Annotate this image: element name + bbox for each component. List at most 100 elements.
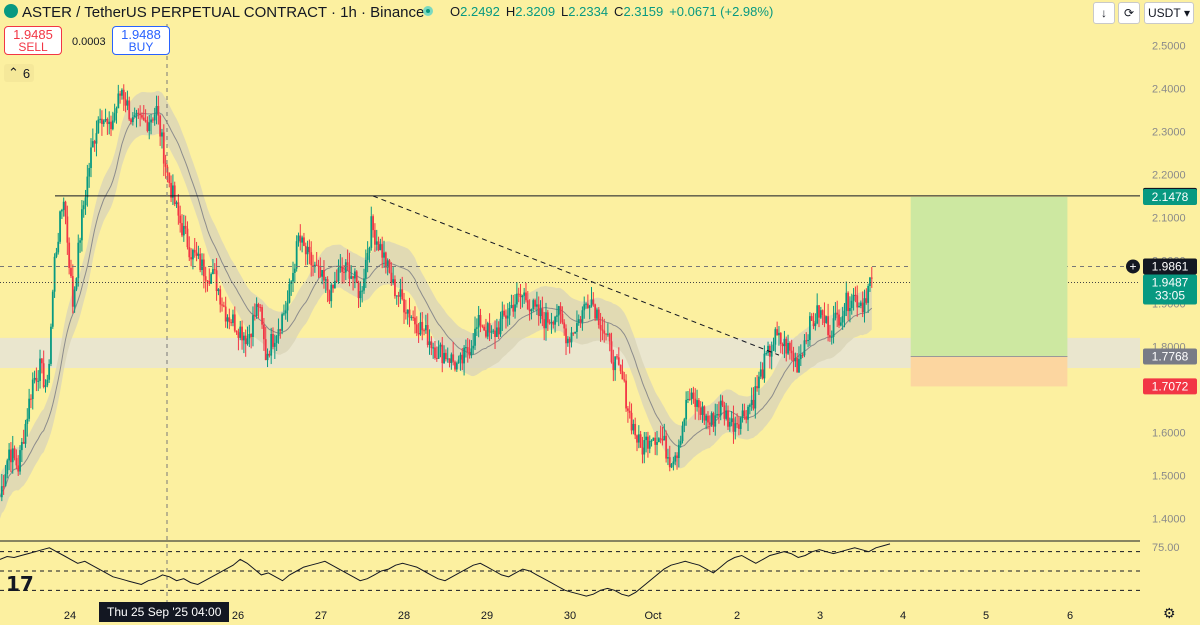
candle-body — [172, 185, 174, 198]
candle-body — [148, 122, 151, 131]
refresh-button[interactable]: ⟳ — [1118, 2, 1140, 24]
candle-body — [275, 336, 278, 343]
target-price-label: 2.1478 — [1152, 190, 1189, 204]
candle-body — [741, 410, 744, 418]
candle-body — [825, 316, 828, 323]
candle-body — [199, 253, 202, 270]
candle-body — [266, 353, 269, 361]
candle-body — [412, 317, 415, 319]
gear-icon[interactable]: ⚙ — [1163, 605, 1176, 621]
candle-body — [295, 241, 298, 269]
candle-body — [157, 106, 160, 116]
currency-selector[interactable]: USDT ▾ — [1144, 2, 1194, 24]
candle-body — [750, 399, 753, 406]
candle-body — [696, 400, 698, 407]
candle-body — [519, 293, 522, 298]
candle-body — [843, 310, 846, 317]
candle-body — [48, 363, 51, 380]
candle-body — [146, 121, 149, 131]
candle-body — [466, 347, 469, 352]
candle-body — [788, 343, 791, 351]
candle-body — [341, 266, 344, 272]
candle-body — [743, 410, 746, 417]
candle-body — [499, 319, 502, 335]
sell-button[interactable]: 1.9485 SELL — [4, 26, 62, 55]
candle-body — [421, 321, 424, 331]
candle-body — [66, 216, 69, 243]
candle-body — [177, 202, 180, 216]
candle-body — [721, 400, 724, 406]
candle-body — [150, 119, 152, 123]
candle-body — [834, 312, 837, 319]
candle-body — [809, 316, 811, 340]
candle-body — [62, 201, 65, 211]
candle-body — [352, 276, 354, 279]
candle-body — [577, 319, 580, 324]
download-button[interactable]: ↓ — [1093, 2, 1115, 24]
candle-body — [328, 290, 331, 302]
candle-body — [39, 358, 41, 381]
candle-body — [406, 309, 409, 314]
candle-body — [590, 299, 593, 306]
candle-body — [506, 315, 509, 319]
candle-body — [70, 267, 72, 277]
candle-body — [687, 398, 689, 400]
entry-price-label-bg — [1143, 348, 1197, 365]
candle-body — [337, 268, 340, 282]
candle-body — [676, 455, 678, 459]
candle-body — [732, 418, 735, 432]
candle-body — [758, 376, 760, 389]
candle-body — [206, 280, 209, 282]
candle-body — [450, 354, 453, 364]
candle-body — [812, 320, 815, 327]
candle-body — [283, 313, 285, 315]
candle-body — [668, 457, 671, 468]
candle-body — [515, 293, 518, 305]
candle-body — [170, 182, 172, 198]
candle-body — [585, 303, 587, 305]
candle-body — [192, 249, 194, 260]
symbol-title[interactable]: ASTER / TetherUS PERPETUAL CONTRACT · 1h… — [22, 3, 425, 21]
candle-body — [770, 350, 773, 357]
candle-body — [335, 280, 338, 282]
candle-body — [818, 305, 820, 318]
candle-body — [654, 437, 657, 445]
candle-body — [308, 246, 311, 253]
candle-body — [648, 440, 651, 449]
candle-body — [670, 463, 673, 468]
candle-body — [839, 322, 842, 326]
candle-body — [561, 313, 564, 323]
candle-body — [395, 295, 398, 297]
candle-body — [55, 252, 58, 257]
rsi-y-tick-label: 75.00 — [1152, 542, 1180, 554]
candle-body — [184, 225, 187, 229]
candle-body — [135, 112, 138, 116]
candle-body — [213, 269, 216, 271]
candle-body — [263, 324, 265, 340]
candle-body — [126, 100, 129, 106]
candle-body — [581, 310, 584, 323]
candle-body — [42, 363, 45, 387]
candle-body — [779, 332, 782, 345]
ohlc-close: C2.3159 — [614, 4, 664, 19]
candle-body — [677, 444, 680, 459]
candle-body — [426, 324, 429, 345]
candle-body — [859, 302, 862, 306]
candle-body — [343, 271, 345, 273]
sell-price: 1.9485 — [13, 27, 53, 42]
candle-body — [827, 316, 829, 336]
indicators-toggle[interactable]: ⌃ 6 — [4, 64, 35, 82]
candle-body — [530, 308, 533, 312]
candle-body — [33, 377, 36, 380]
candle-body — [204, 276, 207, 281]
candle-body — [40, 358, 43, 364]
candle-body — [512, 304, 515, 312]
candle-body — [865, 298, 868, 303]
candle-body — [486, 323, 489, 337]
buy-button[interactable]: 1.9488 BUY — [112, 26, 170, 55]
candle-body — [301, 237, 304, 243]
candle-body — [419, 321, 422, 335]
candle-body — [202, 259, 205, 277]
candle-body — [657, 438, 660, 443]
